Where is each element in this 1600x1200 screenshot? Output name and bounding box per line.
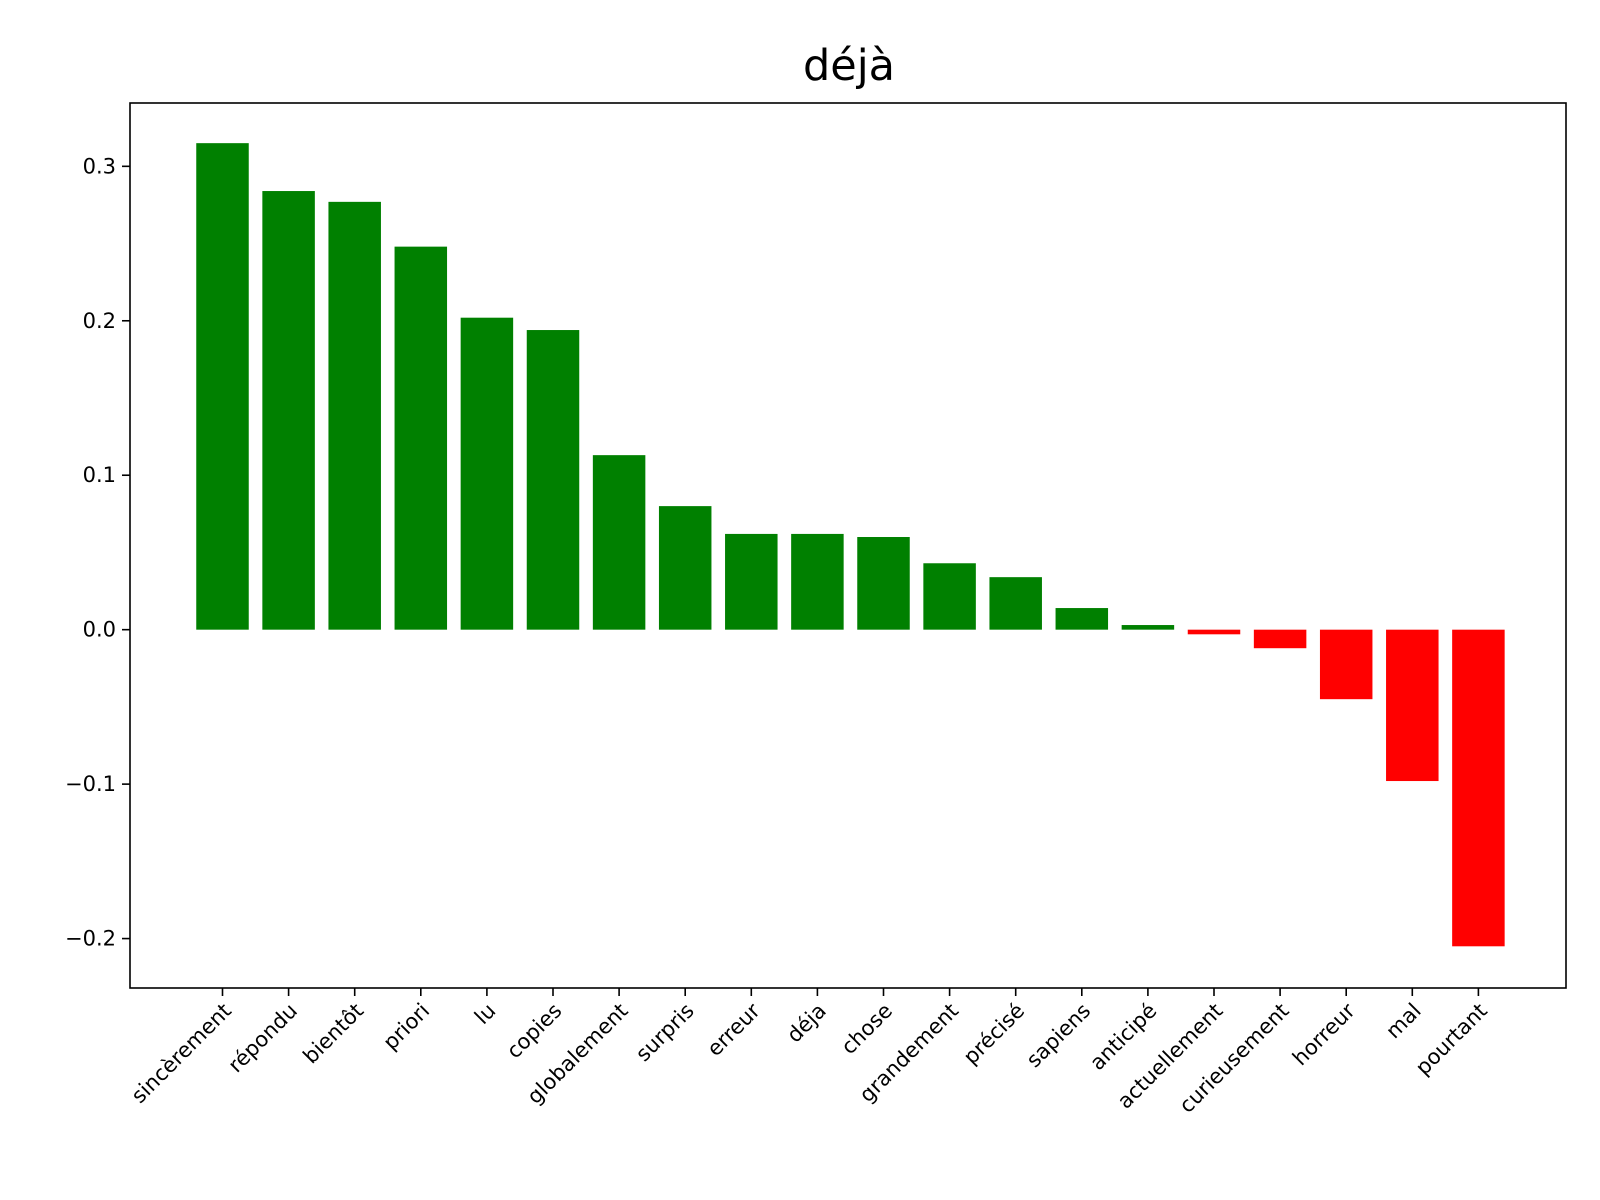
y-tick-label-4: 0.2 [83, 309, 116, 333]
bar-6 [592, 455, 646, 630]
bar-14 [1121, 625, 1175, 630]
bar-13 [1055, 608, 1109, 630]
bar-0 [196, 143, 249, 630]
bar-12 [989, 577, 1042, 630]
bar-2 [328, 201, 381, 630]
bar-5 [526, 330, 580, 630]
plot-frame [129, 102, 1567, 989]
bar-10 [857, 537, 910, 630]
bar-4 [460, 317, 514, 630]
bar-7 [658, 506, 712, 630]
bar-16 [1253, 629, 1307, 649]
y-tick-label-2: 0.0 [83, 618, 116, 642]
y-tick-label-0: −0.2 [65, 927, 116, 951]
bar-11 [923, 563, 976, 630]
bar-1 [262, 191, 315, 630]
chart-title: déjà [803, 41, 895, 91]
bars-group [196, 143, 1505, 947]
bar-15 [1187, 629, 1241, 635]
y-tick-label-3: 0.1 [83, 463, 116, 487]
y-axis: −0.2 −0.1 0.0 0.1 0.2 0.3 [65, 154, 130, 951]
y-tick-label-5: 0.3 [83, 154, 116, 178]
bar-17 [1319, 629, 1373, 700]
bar-18 [1386, 629, 1439, 782]
bar-8 [725, 533, 778, 630]
y-tick-label-1: −0.1 [65, 772, 116, 796]
bar-9 [791, 533, 844, 630]
bar-19 [1452, 629, 1505, 947]
bar-3 [394, 246, 448, 630]
